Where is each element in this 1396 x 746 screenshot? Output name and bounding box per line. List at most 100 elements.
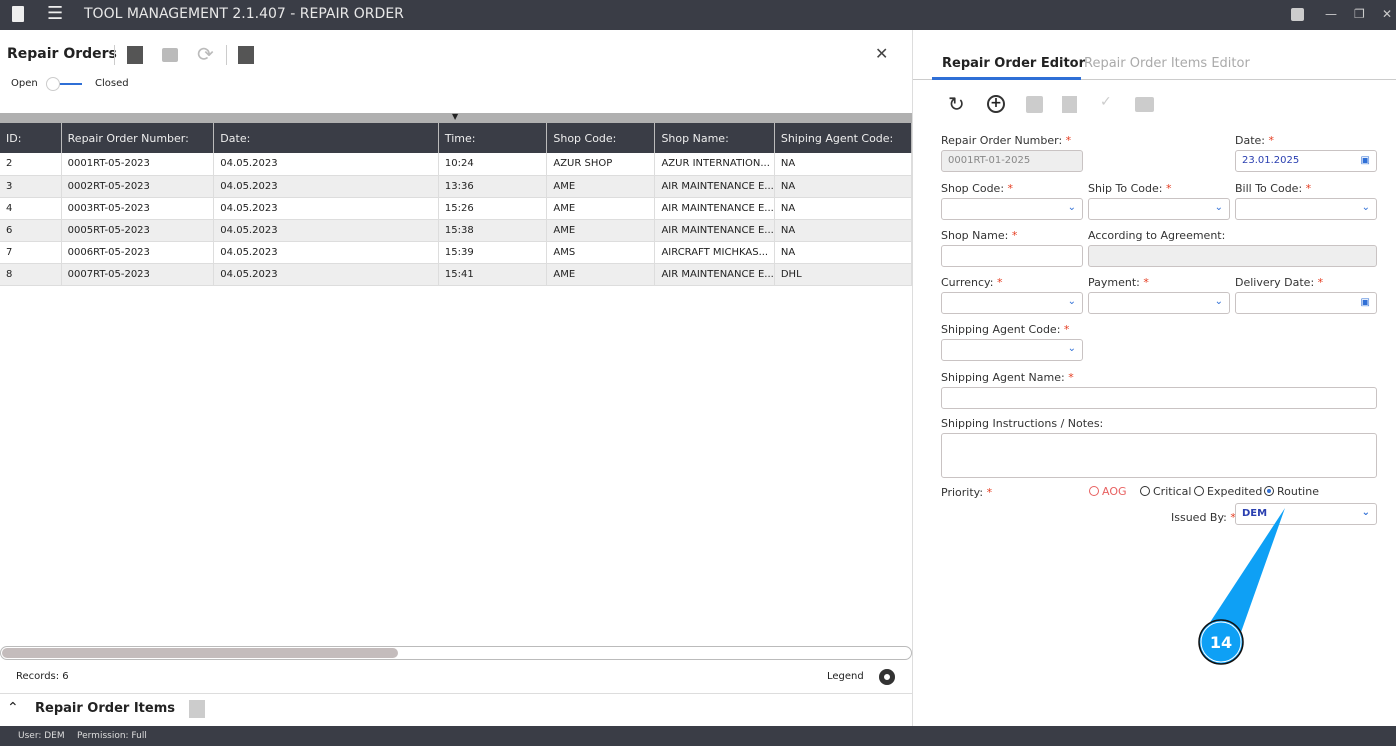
column-header[interactable]: Date: [213, 123, 439, 153]
edit-icon[interactable] [238, 46, 254, 64]
payment-label: Payment: * [1088, 276, 1149, 289]
table-cell: 2 [0, 153, 62, 176]
save-icon[interactable] [1026, 96, 1043, 113]
calendar-icon[interactable]: ▣ [1360, 297, 1370, 308]
table-row[interactable]: 8 0007RT-05-2023 04.05.2023 15:41 AME AIR MAI… [0, 263, 913, 286]
table-cell: 0001RT-05-2023 [61, 153, 215, 176]
column-header[interactable]: Shiping Agent Code: [774, 123, 913, 153]
table-row[interactable]: 3 0002RT-05-2023 04.05.2023 13:36 AME AIR MAI… [0, 175, 913, 198]
column-header[interactable]: ID: [0, 123, 62, 153]
grid-splitter[interactable]: ▼ [0, 112, 912, 123]
print-icon[interactable] [162, 48, 178, 62]
priority-label: Priority: * [941, 486, 993, 499]
shop_code-label: Shop Code: * [941, 182, 1014, 195]
minimize-button[interactable]: — [1325, 7, 1337, 21]
toggle-closed-label: Closed [95, 78, 129, 89]
legend-label: Legend [827, 671, 864, 682]
callout-circle [1198, 619, 1244, 665]
agent_name-label: Shipping Agent Name: * [941, 371, 1074, 384]
close-panel-button[interactable]: ✕ [875, 44, 889, 63]
table-cell: AME [546, 219, 656, 242]
undo-icon[interactable]: ↻ [948, 92, 965, 116]
menu-icon[interactable]: ☰ [47, 3, 64, 24]
table-row[interactable]: 2 0001RT-05-2023 04.05.2023 10:24 AZUR SHOP A… [0, 153, 913, 176]
table-cell: NA [774, 219, 913, 242]
close-window-button[interactable]: ✕ [1382, 7, 1393, 21]
table-cell: 3 [0, 175, 62, 198]
callout-number: 14 [1210, 633, 1232, 652]
divider [0, 693, 912, 694]
priority-routine-radio[interactable]: Routine [1264, 485, 1319, 498]
table-cell: 6 [0, 219, 62, 242]
table-cell: AIR MAINTENANCE E... [654, 219, 775, 242]
delivery-label: Delivery Date: * [1235, 276, 1324, 289]
table-row[interactable]: 4 0003RT-05-2023 04.05.2023 15:26 AME AIR MAI… [0, 197, 913, 220]
export-excel-icon[interactable] [127, 46, 143, 64]
ship_to-input[interactable]: ⌄ [1088, 198, 1230, 220]
calendar-icon[interactable]: ▣ [1360, 155, 1370, 166]
column-header[interactable]: Repair Order Number: [61, 123, 215, 153]
bill_to-label: Bill To Code: * [1235, 182, 1312, 195]
column-header[interactable]: Shop Name: [654, 123, 775, 153]
table-cell: 0005RT-05-2023 [61, 219, 215, 242]
permission-label: Permission: Full [77, 731, 147, 741]
chevron-down-icon: ⌄ [1067, 202, 1076, 213]
shop_code-input[interactable]: ⌄ [941, 198, 1083, 220]
date-input[interactable]: 23.01.2025 ▣ [1235, 150, 1377, 172]
currency-input[interactable]: ⌄ [941, 292, 1083, 314]
agreement-input [1088, 245, 1377, 267]
ro_number-input: 0001RT-01-2025 [941, 150, 1083, 172]
table-cell: AMS [546, 241, 656, 264]
table-cell: 0006RT-05-2023 [61, 241, 215, 264]
chevron-down-icon: ⌄ [1361, 202, 1370, 213]
delete-icon[interactable] [1062, 96, 1077, 113]
payment-input[interactable]: ⌄ [1088, 292, 1230, 314]
notes-input[interactable] [941, 433, 1377, 478]
agent_name-input[interactable] [941, 387, 1377, 409]
column-header[interactable]: Time: [438, 123, 548, 153]
export-excel-icon[interactable] [189, 700, 205, 718]
eye-icon[interactable] [879, 669, 895, 685]
horizontal-scrollbar[interactable] [0, 646, 912, 660]
tab-repair-order-editor[interactable]: Repair Order Editor [942, 56, 1086, 71]
shop_name-input[interactable] [941, 245, 1083, 267]
page-title: Repair Orders [7, 46, 117, 62]
table-row[interactable]: 7 0006RT-05-2023 04.05.2023 15:39 AMS AIRCRAF… [0, 241, 913, 264]
tab-repair-order-items-editor[interactable]: Repair Order Items Editor [1084, 56, 1250, 71]
add-icon[interactable]: + [987, 95, 1005, 113]
open-closed-toggle[interactable] [46, 77, 84, 91]
shop_name-label: Shop Name: * [941, 229, 1018, 242]
table-cell: AZUR INTERNATION... [654, 153, 775, 176]
table-cell: NA [774, 153, 913, 176]
table-cell: 8 [0, 263, 62, 286]
collapse-icon[interactable]: ⌃ [7, 700, 19, 716]
refresh-icon[interactable]: ⟳ [197, 42, 214, 66]
table-cell: 0003RT-05-2023 [61, 197, 215, 220]
table-cell: 04.05.2023 [213, 197, 439, 220]
priority-critical-radio[interactable]: Critical [1140, 485, 1191, 498]
tab-active-indicator [932, 77, 1081, 80]
issued-by-select[interactable]: DEM ⌄ [1235, 503, 1377, 525]
table-row[interactable]: 6 0005RT-05-2023 04.05.2023 15:38 AME AIR MAI… [0, 219, 913, 242]
records-count: Records: 6 [16, 671, 69, 682]
table-cell: 04.05.2023 [213, 219, 439, 242]
column-header[interactable]: Shop Code: [546, 123, 656, 153]
document-icon[interactable] [12, 6, 24, 22]
priority-aog-radio[interactable]: AOG [1089, 485, 1127, 498]
bill_to-input[interactable]: ⌄ [1235, 198, 1377, 220]
table-cell: 04.05.2023 [213, 175, 439, 198]
check-icon[interactable]: ✓ [1100, 94, 1112, 110]
callout-pointer [1205, 508, 1285, 635]
priority-expedited-radio[interactable]: Expedited [1194, 485, 1262, 498]
agent_code-input[interactable]: ⌄ [941, 339, 1083, 361]
restore-button[interactable]: ❐ [1354, 7, 1365, 21]
table-cell: NA [774, 241, 913, 264]
folder-icon[interactable] [1135, 97, 1154, 112]
chevron-down-icon: ⌄ [1214, 202, 1223, 213]
feedback-icon[interactable] [1291, 8, 1304, 21]
delivery-input[interactable]: ▣ [1235, 292, 1377, 314]
title-bar: ☰ TOOL MANAGEMENT 2.1.407 - REPAIR ORDER… [0, 0, 1396, 30]
user-label: User: DEM [18, 731, 65, 741]
table-cell: AIR MAINTENANCE E... [654, 175, 775, 198]
